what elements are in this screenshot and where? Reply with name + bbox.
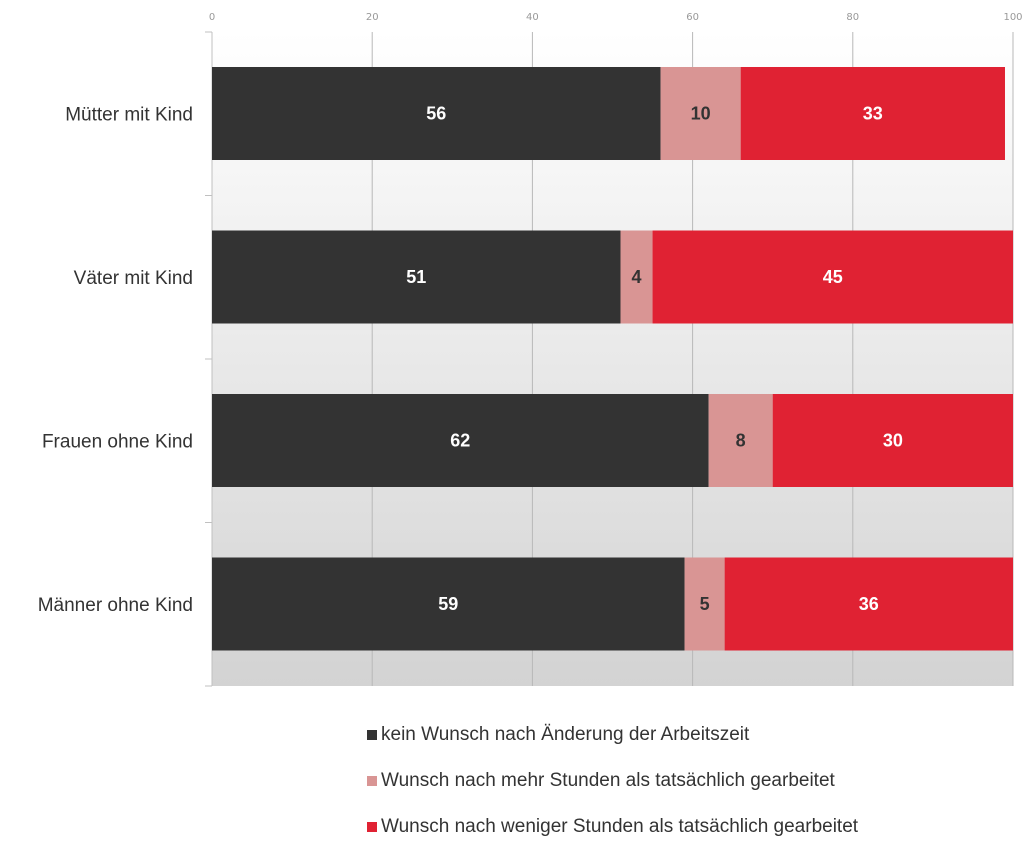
bar-3-series-1 xyxy=(684,557,725,651)
data-label-1-series-2: 45 xyxy=(823,267,843,287)
legend-label-2: Wunsch nach weniger Stunden als tatsächl… xyxy=(381,816,859,837)
legend-item-0: kein Wunsch nach Änderung der Arbeitszei… xyxy=(367,712,967,758)
legend-swatch-0 xyxy=(367,730,377,740)
category-label-0: Mütter mit Kind xyxy=(65,105,193,126)
x-tick-label-60: 60 xyxy=(686,12,699,23)
x-tick-label-100: 100 xyxy=(1003,12,1022,23)
data-label-2-series-2: 30 xyxy=(883,431,903,451)
stacked-bar-chart: 0 20 40 60 80 100 56 10 33 Mütter mit Kind 51 4 45 V… xyxy=(38,12,1023,687)
x-tick-label-20: 20 xyxy=(366,12,379,23)
bar-1-series-2 xyxy=(652,230,1013,324)
legend-swatch-1 xyxy=(367,776,377,786)
bar-2-series-0 xyxy=(212,394,709,487)
data-label-0-series-0: 56 xyxy=(426,104,446,124)
category-label-3: Männer ohne Kind xyxy=(38,595,193,616)
x-tick-label-40: 40 xyxy=(526,12,539,23)
data-label-3-series-2: 36 xyxy=(859,594,879,614)
legend-label-1: Wunsch nach mehr Stunden als tatsächlich… xyxy=(381,770,835,791)
bar-2-series-2 xyxy=(772,394,1013,487)
category-label-1: Väter mit Kind xyxy=(74,268,193,289)
bar-0-series-2 xyxy=(740,67,1005,160)
bar-1-series-1 xyxy=(620,230,653,324)
legend: kein Wunsch nach Änderung der Arbeitszei… xyxy=(367,712,967,850)
data-label-3-series-0: 59 xyxy=(438,594,458,614)
data-label-3-series-1: 5 xyxy=(700,594,710,614)
bar-1-series-0 xyxy=(212,230,621,324)
bar-0-series-1 xyxy=(660,67,741,160)
legend-item-2: Wunsch nach weniger Stunden als tatsächl… xyxy=(367,804,967,850)
data-label-2-series-0: 62 xyxy=(450,431,470,451)
x-tick-label-80: 80 xyxy=(846,12,859,23)
data-label-0-series-1: 10 xyxy=(691,104,711,124)
bar-2-series-1 xyxy=(708,394,773,487)
data-label-2-series-1: 8 xyxy=(736,431,746,451)
legend-label-0: kein Wunsch nach Änderung der Arbeitszei… xyxy=(381,724,750,745)
data-label-0-series-2: 33 xyxy=(863,104,883,124)
bar-3-series-2 xyxy=(724,557,1013,651)
data-label-1-series-0: 51 xyxy=(406,267,426,287)
x-tick-label-0: 0 xyxy=(209,12,215,23)
legend-swatch-2 xyxy=(367,822,377,832)
bar-3-series-0 xyxy=(212,557,685,651)
legend-item-1: Wunsch nach mehr Stunden als tatsächlich… xyxy=(367,758,967,804)
category-label-2: Frauen ohne Kind xyxy=(42,432,193,453)
data-label-1-series-1: 4 xyxy=(632,267,642,287)
bar-0-series-0 xyxy=(212,67,661,160)
